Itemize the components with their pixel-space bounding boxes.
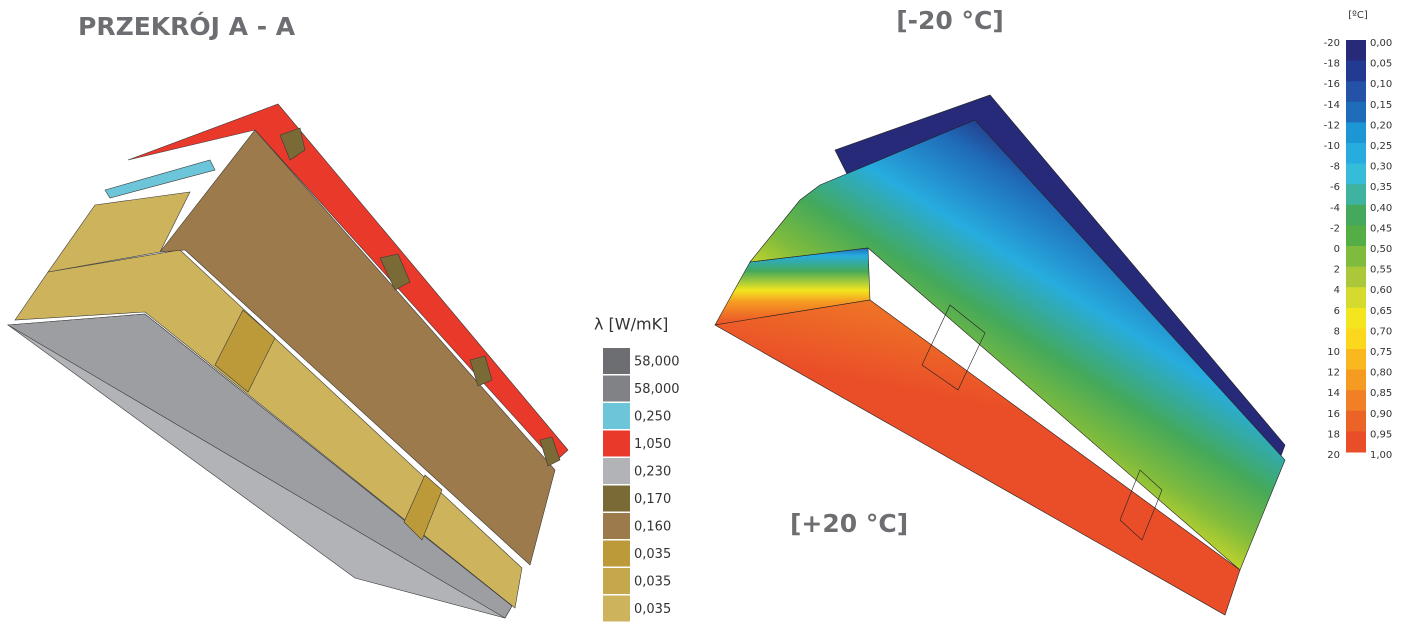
temperature-swatch: [1346, 225, 1366, 246]
temperature-swatch: [1346, 349, 1366, 370]
temperature-label: 8: [1334, 326, 1340, 337]
factor-label: 0,25: [1370, 141, 1392, 152]
lambda-label: 1,050: [634, 437, 671, 452]
temperature-swatch: [1346, 143, 1366, 164]
temperature-swatch: [1346, 287, 1366, 308]
lambda-swatch: [603, 596, 630, 622]
temperature-label: 16: [1327, 409, 1340, 420]
temperature-label: 18: [1327, 429, 1340, 440]
temperature-swatch: [1346, 102, 1366, 123]
temperature-label: 20: [1327, 450, 1340, 461]
temperature-label: -2: [1330, 223, 1340, 234]
temperature-swatch: [1346, 122, 1366, 143]
temperature-label: -8: [1330, 162, 1340, 173]
factor-label: 0,30: [1370, 162, 1392, 173]
temperature-unit: [ºC]: [1348, 10, 1368, 21]
page: PRZEKRÓJ A - A [-20 °C] [+20 °C] λ [W/mK…: [0, 0, 1404, 625]
factor-label: 0,45: [1370, 223, 1392, 234]
factor-label: 0,55: [1370, 265, 1392, 276]
temperature-swatch: [1346, 370, 1366, 391]
cold-side-label: [-20 °C]: [896, 6, 1004, 35]
lambda-label: 0,160: [634, 520, 671, 535]
temperature-label: -14: [1324, 100, 1340, 111]
temperature-label: 14: [1327, 388, 1340, 399]
factor-label: 0,70: [1370, 326, 1392, 337]
lambda-swatch: [603, 348, 630, 374]
factor-label: 0,35: [1370, 182, 1392, 193]
lambda-label: 58,000: [634, 382, 680, 397]
lambda-legend-title: λ [W/mK]: [594, 315, 668, 334]
temperature-label: -18: [1324, 59, 1340, 70]
lambda-label: 0,230: [634, 465, 671, 480]
factor-label: 0,95: [1370, 429, 1392, 440]
factor-label: 0,05: [1370, 59, 1392, 70]
temperature-label: -6: [1330, 182, 1340, 193]
temperature-swatch: [1346, 328, 1366, 349]
factor-label: 0,80: [1370, 368, 1392, 379]
lambda-swatch: [603, 513, 630, 539]
warm-side-label: [+20 °C]: [790, 509, 908, 538]
lambda-swatch: [603, 486, 630, 512]
factor-label: 0,60: [1370, 285, 1392, 296]
factor-label: 0,65: [1370, 306, 1392, 317]
temperature-label: -4: [1330, 203, 1340, 214]
temperature-swatch: [1346, 411, 1366, 432]
temperature-swatch: [1346, 81, 1366, 102]
temperature-label: 12: [1327, 368, 1340, 379]
temperature-label: -20: [1324, 38, 1340, 49]
temperature-swatch: [1346, 61, 1366, 82]
lambda-swatch: [603, 403, 630, 429]
lambda-label: 0,170: [634, 492, 671, 507]
temperature-label: 10: [1327, 347, 1340, 358]
lambda-label: 0,250: [634, 410, 671, 425]
temperature-swatch: [1346, 246, 1366, 267]
temperature-swatch: [1346, 431, 1366, 452]
section-title: PRZEKRÓJ A - A: [78, 11, 296, 41]
temperature-label: 2: [1334, 265, 1340, 276]
lambda-label: 0,035: [634, 575, 671, 590]
lambda-label: 0,035: [634, 547, 671, 562]
factor-label: 0,50: [1370, 244, 1392, 255]
factor-label: 0,90: [1370, 409, 1392, 420]
temperature-label: -16: [1324, 79, 1340, 90]
temperature-label: -10: [1324, 141, 1340, 152]
factor-label: 0,10: [1370, 79, 1392, 90]
temperature-swatch: [1346, 267, 1366, 288]
temperature-swatch: [1346, 184, 1366, 205]
factor-label: 0,40: [1370, 203, 1392, 214]
temperature-label: 0: [1334, 244, 1340, 255]
factor-label: 0,15: [1370, 100, 1392, 111]
temperature-label: 4: [1334, 285, 1340, 296]
temperature-swatch: [1346, 390, 1366, 411]
lambda-swatch: [603, 376, 630, 402]
lambda-swatch: [603, 431, 630, 457]
temperature-swatch: [1346, 164, 1366, 185]
factor-label: 0,20: [1370, 120, 1392, 131]
factor-label: 0,00: [1370, 38, 1392, 49]
temperature-label: -12: [1324, 120, 1340, 131]
factor-label: 0,85: [1370, 388, 1392, 399]
temperature-swatch: [1346, 205, 1366, 226]
lambda-swatch: [603, 458, 630, 484]
lambda-swatch: [603, 541, 630, 567]
factor-label: 1,00: [1370, 450, 1392, 461]
lambda-label: 0,035: [634, 602, 671, 617]
temperature-label: 6: [1334, 306, 1340, 317]
lambda-swatch: [603, 568, 630, 594]
temperature-swatch: [1346, 308, 1366, 329]
lambda-label: 58,000: [634, 355, 680, 370]
section-drawing: [8, 104, 568, 618]
factor-label: 0,75: [1370, 347, 1392, 358]
temperature-swatch: [1346, 40, 1366, 61]
